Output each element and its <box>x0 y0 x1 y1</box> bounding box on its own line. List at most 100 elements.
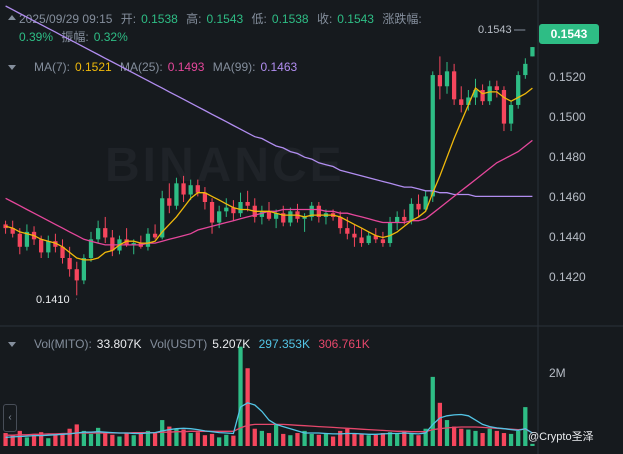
volume-bar <box>359 433 364 446</box>
candle-body <box>95 228 101 240</box>
volume-bar <box>110 434 115 446</box>
volume-bar <box>3 433 8 446</box>
volume-bar <box>523 407 528 446</box>
volume-bar <box>451 426 457 446</box>
volume-bar <box>24 437 30 446</box>
volume-bar <box>46 438 51 446</box>
volume-bar <box>259 430 265 446</box>
candle-body <box>53 241 58 247</box>
volume-bar <box>266 433 272 446</box>
volume-bar <box>88 433 94 446</box>
volume-bar <box>31 433 37 446</box>
candle-body <box>209 202 215 223</box>
candle-body <box>88 239 94 258</box>
volume-bar <box>174 428 179 446</box>
vol-ma2-line <box>5 423 533 436</box>
volume-bar <box>309 433 314 446</box>
amplitude-value: 0.32% <box>93 30 128 44</box>
volume-bar <box>95 427 101 446</box>
price-tick: 0.1500 <box>549 110 586 124</box>
candle-body <box>103 228 108 238</box>
volume-bar <box>81 430 87 446</box>
volume-bar <box>67 428 72 446</box>
volume-bar <box>466 429 471 446</box>
volume-bar <box>530 443 535 446</box>
volume-bar <box>39 432 44 446</box>
candle-body <box>217 211 222 223</box>
candle-body <box>131 243 136 245</box>
vol-usdt-value: 5.207K <box>212 337 251 351</box>
low-label: 低: <box>251 12 267 26</box>
collapse-volume-icon[interactable] <box>8 342 16 347</box>
volume-bar <box>209 433 215 446</box>
volume-bar <box>252 428 257 446</box>
price-tick: 0.1440 <box>549 230 586 244</box>
ma25-line <box>5 139 533 246</box>
brand-watermark: @Crypto圣泽 <box>528 431 594 443</box>
volume-bar <box>416 435 421 446</box>
volume-bar <box>60 433 65 446</box>
scroll-left-button[interactable]: ‹ <box>3 404 17 432</box>
candle-body <box>530 47 535 57</box>
volume-bar <box>380 433 386 446</box>
candle-body <box>380 239 386 244</box>
volume-bar <box>10 435 15 446</box>
vol-value: 33.807K <box>96 337 142 351</box>
candle-body <box>273 213 279 219</box>
candle-body <box>266 211 272 219</box>
candle-body <box>459 99 464 105</box>
price-tick: 0.1460 <box>549 190 586 204</box>
volume-bar <box>238 346 243 446</box>
volume-bar <box>295 433 300 446</box>
candle-body <box>494 86 499 90</box>
candle-body <box>487 86 492 102</box>
volume-bar <box>516 430 521 446</box>
candle-body <box>359 237 364 244</box>
candle-body <box>231 207 236 214</box>
candle-body <box>152 233 158 238</box>
vol-usdt-label: Vol(USDT) <box>149 337 208 351</box>
candle-body <box>309 205 314 217</box>
candle-body <box>167 198 172 206</box>
candle-body <box>24 231 30 247</box>
candle-body <box>281 213 286 223</box>
volume-bar <box>430 376 435 446</box>
volume-bar <box>167 426 172 446</box>
candle-body <box>523 63 528 76</box>
candle-body <box>508 104 514 124</box>
candle-body <box>480 90 485 102</box>
candle-body <box>74 269 79 281</box>
volume-bar <box>138 433 143 446</box>
candle-body <box>338 216 343 229</box>
candle-body <box>373 235 378 240</box>
volume-bar <box>366 435 371 446</box>
candle-body <box>437 75 443 87</box>
candle-body <box>124 239 129 245</box>
candle-body <box>81 258 87 281</box>
candle-body <box>181 183 186 195</box>
candle-datetime: 2025/09/29 09:15 <box>19 12 113 26</box>
candle-body <box>402 216 407 221</box>
volume-bar <box>330 436 336 446</box>
candle-body <box>145 233 151 247</box>
volume-bar <box>224 434 229 446</box>
volume-bar <box>217 437 222 446</box>
candle-body <box>345 228 350 234</box>
change-value: 0.39% <box>19 30 54 44</box>
volume-info-row: Vol(MITO): 33.807K Vol(USDT) 5.207K 297.35… <box>34 336 375 353</box>
low-marker-label: 0.1410 <box>36 294 70 306</box>
amplitude-label: 振幅: <box>61 30 89 44</box>
collapse-ma-icon[interactable] <box>8 65 16 70</box>
binance-watermark: BINANCE <box>105 139 345 192</box>
volume-bar <box>124 433 129 446</box>
volume-bar <box>231 435 236 446</box>
candle-body <box>67 258 72 270</box>
candle-body <box>174 183 179 206</box>
volume-bar <box>508 433 514 446</box>
volume-bar <box>494 430 499 446</box>
volume-axis-label: 2M <box>549 366 566 380</box>
candle-body <box>10 228 15 234</box>
collapse-info-icon[interactable] <box>8 15 16 20</box>
